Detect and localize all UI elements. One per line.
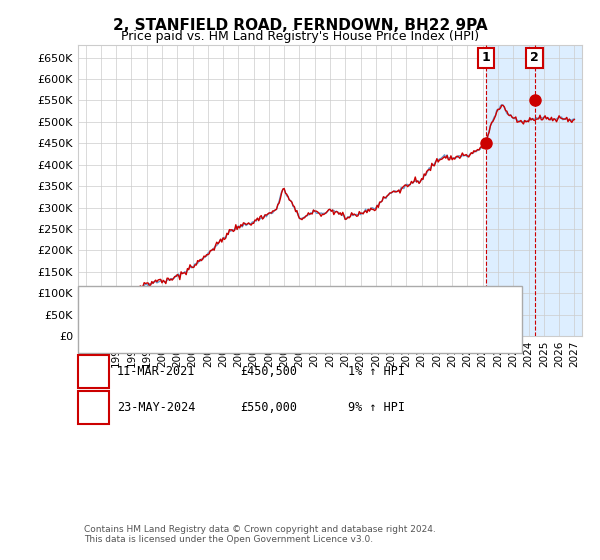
Text: 1: 1 <box>481 52 490 64</box>
Text: 23-MAY-2024: 23-MAY-2024 <box>117 401 196 414</box>
Text: 2, STANFIELD ROAD, FERNDOWN, BH22 9PA: 2, STANFIELD ROAD, FERNDOWN, BH22 9PA <box>113 18 487 32</box>
Text: £450,500: £450,500 <box>240 365 297 378</box>
Text: ——: —— <box>99 324 127 338</box>
Text: ——: —— <box>99 300 127 314</box>
Text: 2, STANFIELD ROAD, FERNDOWN, BH22 9PA (detached house): 2, STANFIELD ROAD, FERNDOWN, BH22 9PA (d… <box>129 302 452 312</box>
Text: £550,000: £550,000 <box>240 401 297 414</box>
Bar <box>485 45 597 336</box>
Text: 1: 1 <box>89 365 98 378</box>
Text: 1% ↑ HPI: 1% ↑ HPI <box>348 365 405 378</box>
Text: 11-MAR-2021: 11-MAR-2021 <box>117 365 196 378</box>
Text: HPI: Average price, detached house, Dorset: HPI: Average price, detached house, Dors… <box>129 326 356 337</box>
Text: Price paid vs. HM Land Registry's House Price Index (HPI): Price paid vs. HM Land Registry's House … <box>121 30 479 43</box>
Text: 2: 2 <box>89 401 98 414</box>
Text: 2: 2 <box>530 52 539 64</box>
Text: Contains HM Land Registry data © Crown copyright and database right 2024.
This d: Contains HM Land Registry data © Crown c… <box>84 525 436 544</box>
Text: 9% ↑ HPI: 9% ↑ HPI <box>348 401 405 414</box>
